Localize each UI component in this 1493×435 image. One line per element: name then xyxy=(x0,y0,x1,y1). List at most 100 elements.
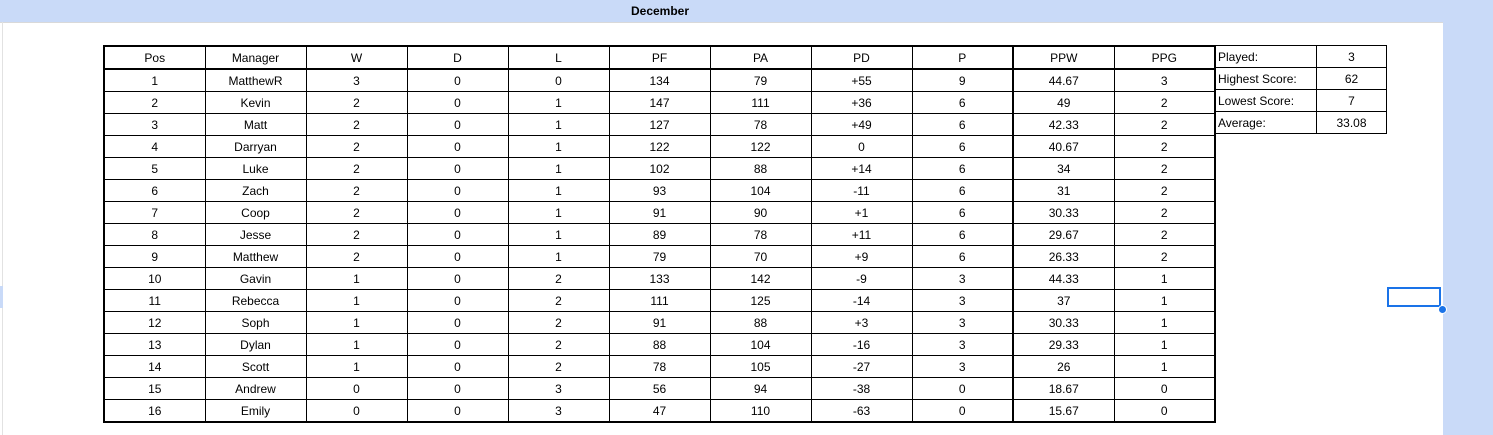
header-d[interactable]: D xyxy=(406,45,509,70)
cell-w[interactable]: 0 xyxy=(305,377,408,400)
cell-pf[interactable]: 56 xyxy=(608,377,711,400)
cell-ppg[interactable]: 0 xyxy=(1113,399,1216,423)
cell-p[interactable]: 3 xyxy=(911,311,1014,334)
cell-pos[interactable]: 16 xyxy=(103,399,206,423)
cell-pos[interactable]: 15 xyxy=(103,377,206,400)
cell-d[interactable]: 0 xyxy=(406,201,509,224)
header-pa[interactable]: PA xyxy=(709,45,812,70)
cell-ppw[interactable]: 44.33 xyxy=(1012,267,1115,290)
fill-handle[interactable] xyxy=(1438,305,1447,314)
cell-ppg[interactable]: 2 xyxy=(1113,201,1216,224)
cell-pf[interactable]: 91 xyxy=(608,201,711,224)
cell-ppg[interactable]: 2 xyxy=(1113,91,1216,114)
cell-w[interactable]: 1 xyxy=(305,267,408,290)
cell-ppw[interactable]: 34 xyxy=(1012,157,1115,180)
cell-l[interactable]: 1 xyxy=(507,91,610,114)
cell-pf[interactable]: 78 xyxy=(608,355,711,378)
cell-pd[interactable]: +11 xyxy=(810,223,913,246)
cell-w[interactable]: 1 xyxy=(305,333,408,356)
cell-l[interactable]: 3 xyxy=(507,399,610,423)
cell-pos[interactable]: 8 xyxy=(103,223,206,246)
cell-pa[interactable]: 104 xyxy=(709,179,812,202)
cell-l[interactable]: 2 xyxy=(507,355,610,378)
cell-ppg[interactable]: 1 xyxy=(1113,355,1216,378)
cell-p[interactable]: 6 xyxy=(911,135,1014,158)
cell-p[interactable]: 3 xyxy=(911,355,1014,378)
cell-p[interactable]: 3 xyxy=(911,267,1014,290)
cell-manager[interactable]: Kevin xyxy=(204,91,307,114)
cell-l[interactable]: 1 xyxy=(507,179,610,202)
cell-pd[interactable]: 0 xyxy=(810,135,913,158)
cell-pos[interactable]: 2 xyxy=(103,91,206,114)
cell-d[interactable]: 0 xyxy=(406,399,509,423)
cell-pa[interactable]: 142 xyxy=(709,267,812,290)
cell-pos[interactable]: 10 xyxy=(103,267,206,290)
cell-ppg[interactable]: 2 xyxy=(1113,135,1216,158)
cell-l[interactable]: 2 xyxy=(507,289,610,312)
header-w[interactable]: W xyxy=(305,45,408,70)
cell-pos[interactable]: 12 xyxy=(103,311,206,334)
cell-pa[interactable]: 90 xyxy=(709,201,812,224)
cell-pd[interactable]: +49 xyxy=(810,113,913,136)
cell-l[interactable]: 1 xyxy=(507,157,610,180)
cell-pa[interactable]: 70 xyxy=(709,245,812,268)
cell-manager[interactable]: Gavin xyxy=(204,267,307,290)
cell-pd[interactable]: +9 xyxy=(810,245,913,268)
cell-pf[interactable]: 91 xyxy=(608,311,711,334)
cell-p[interactable]: 6 xyxy=(911,157,1014,180)
stat-label[interactable]: Played: xyxy=(1214,45,1317,68)
cell-pf[interactable]: 133 xyxy=(608,267,711,290)
cell-manager[interactable]: Coop xyxy=(204,201,307,224)
header-manager[interactable]: Manager xyxy=(204,45,307,70)
cell-pf[interactable]: 122 xyxy=(608,135,711,158)
cell-pd[interactable]: -27 xyxy=(810,355,913,378)
cell-l[interactable]: 1 xyxy=(507,135,610,158)
cell-d[interactable]: 0 xyxy=(406,355,509,378)
header-l[interactable]: L xyxy=(507,45,610,70)
cell-p[interactable]: 3 xyxy=(911,289,1014,312)
cell-p[interactable]: 6 xyxy=(911,223,1014,246)
cell-pos[interactable]: 4 xyxy=(103,135,206,158)
cell-p[interactable]: 9 xyxy=(911,68,1014,92)
cell-p[interactable]: 6 xyxy=(911,245,1014,268)
cell-d[interactable]: 0 xyxy=(406,223,509,246)
cell-pf[interactable]: 47 xyxy=(608,399,711,423)
cell-ppw[interactable]: 18.67 xyxy=(1012,377,1115,400)
cell-d[interactable]: 0 xyxy=(406,179,509,202)
cell-pd[interactable]: -14 xyxy=(810,289,913,312)
cell-p[interactable]: 6 xyxy=(911,179,1014,202)
cell-ppw[interactable]: 31 xyxy=(1012,179,1115,202)
cell-manager[interactable]: Jesse xyxy=(204,223,307,246)
cell-pa[interactable]: 125 xyxy=(709,289,812,312)
cell-ppg[interactable]: 3 xyxy=(1113,68,1216,92)
cell-ppw[interactable]: 30.33 xyxy=(1012,311,1115,334)
sheet-title[interactable]: December xyxy=(630,4,690,18)
cell-d[interactable]: 0 xyxy=(406,289,509,312)
cell-pos[interactable]: 9 xyxy=(103,245,206,268)
cell-ppw[interactable]: 44.67 xyxy=(1012,68,1115,92)
cell-p[interactable]: 0 xyxy=(911,399,1014,423)
cell-d[interactable]: 0 xyxy=(406,113,509,136)
cell-pd[interactable]: -63 xyxy=(810,399,913,423)
cell-pf[interactable]: 79 xyxy=(608,245,711,268)
cell-ppw[interactable]: 40.67 xyxy=(1012,135,1115,158)
cell-pa[interactable]: 111 xyxy=(709,91,812,114)
cell-pos[interactable]: 5 xyxy=(103,157,206,180)
cell-ppg[interactable]: 2 xyxy=(1113,245,1216,268)
cell-w[interactable]: 1 xyxy=(305,355,408,378)
cell-pa[interactable]: 88 xyxy=(709,311,812,334)
cell-pd[interactable]: -38 xyxy=(810,377,913,400)
cell-d[interactable]: 0 xyxy=(406,157,509,180)
cell-pd[interactable]: +55 xyxy=(810,68,913,92)
cell-pd[interactable]: -11 xyxy=(810,179,913,202)
cell-manager[interactable]: Emily xyxy=(204,399,307,423)
cell-ppg[interactable]: 1 xyxy=(1113,289,1216,312)
cell-pos[interactable]: 13 xyxy=(103,333,206,356)
cell-l[interactable]: 1 xyxy=(507,245,610,268)
cell-pos[interactable]: 1 xyxy=(103,68,206,92)
cell-manager[interactable]: Rebecca xyxy=(204,289,307,312)
cell-d[interactable]: 0 xyxy=(406,91,509,114)
cell-w[interactable]: 2 xyxy=(305,113,408,136)
header-ppg[interactable]: PPG xyxy=(1113,45,1216,70)
cell-w[interactable]: 1 xyxy=(305,311,408,334)
